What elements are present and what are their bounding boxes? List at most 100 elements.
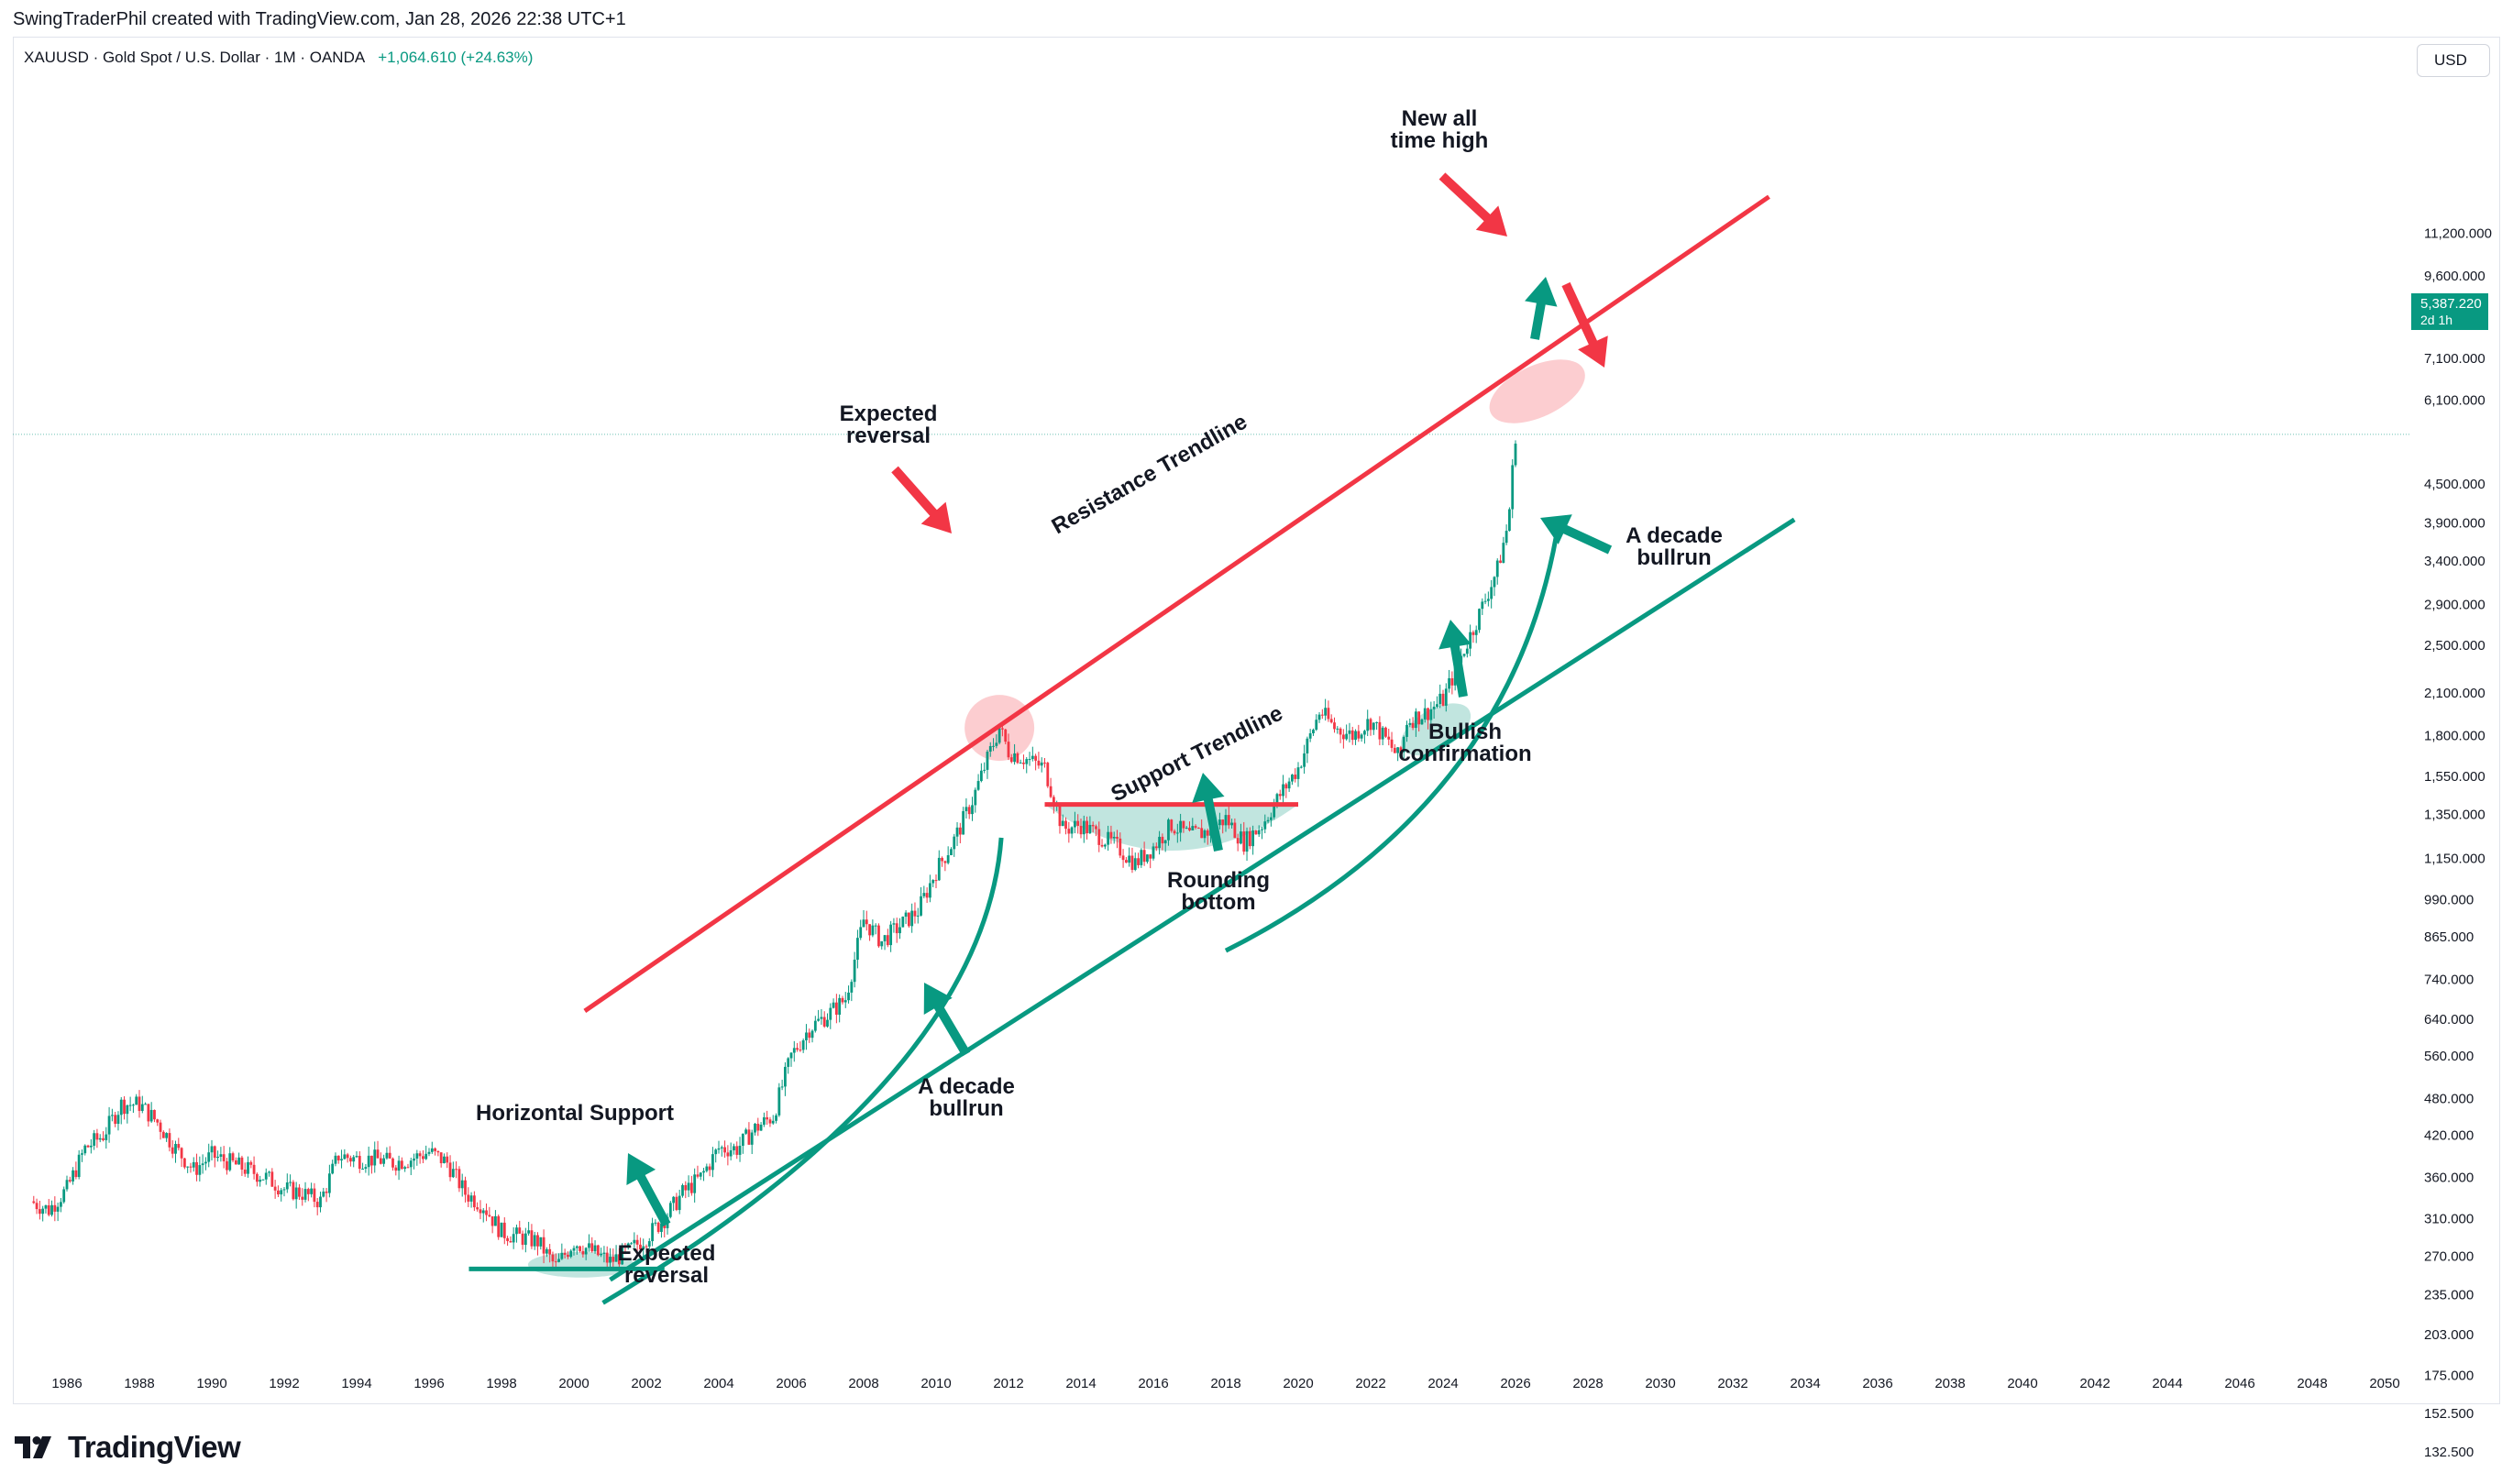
- candle: [958, 822, 962, 844]
- candle: [1240, 823, 1242, 845]
- candle: [880, 940, 884, 950]
- candle: [1327, 700, 1330, 722]
- candle: [1025, 757, 1029, 774]
- candle: [775, 1113, 777, 1124]
- candle: [588, 1234, 590, 1252]
- candle: [1263, 814, 1267, 834]
- candle: [1058, 803, 1062, 834]
- candle: [1504, 524, 1508, 545]
- y-tick-label: 132.500: [2424, 1445, 2474, 1460]
- candle: [838, 994, 842, 1023]
- candle: [759, 1122, 763, 1131]
- x-axis: 1986 1988 1990 1992 1994 1996 1998 2000 2002 2004…: [51, 1376, 2399, 1391]
- candle: [1088, 816, 1092, 834]
- candle: [343, 1149, 347, 1160]
- candle: [789, 1051, 793, 1067]
- candle: [213, 1145, 216, 1168]
- candle: [32, 1195, 36, 1204]
- candle: [832, 998, 835, 1009]
- candle: [1146, 854, 1149, 864]
- candle: [967, 804, 971, 819]
- candle: [1128, 847, 1131, 867]
- candle: [735, 1141, 739, 1160]
- candle: [1511, 459, 1515, 519]
- candle: [1474, 625, 1478, 643]
- y-tick-label: 420.000: [2424, 1127, 2474, 1143]
- candle: [243, 1162, 247, 1177]
- candle: [569, 1248, 573, 1259]
- candle: [352, 1155, 356, 1168]
- candle: [714, 1148, 718, 1163]
- candle: [1109, 825, 1113, 844]
- candle: [132, 1103, 135, 1113]
- candle: [1086, 816, 1088, 840]
- candle: [1483, 593, 1487, 605]
- candle: [895, 918, 898, 943]
- candle: [98, 1134, 102, 1143]
- candle: [512, 1226, 515, 1249]
- candle: [988, 742, 992, 757]
- candle: [306, 1187, 310, 1202]
- candle: [708, 1163, 711, 1177]
- rounding-bottom-line2: bottom: [1181, 890, 1255, 915]
- chart-pane[interactable]: [13, 37, 2500, 1404]
- candle: [672, 1195, 676, 1212]
- candle: [198, 1156, 202, 1182]
- candle: [1269, 812, 1273, 827]
- candle: [479, 1200, 482, 1220]
- candle: [174, 1140, 177, 1163]
- candle: [379, 1152, 382, 1165]
- candle: [149, 1102, 153, 1123]
- candle: [787, 1057, 790, 1074]
- candle: [1486, 591, 1490, 607]
- candle: [979, 763, 983, 783]
- candle: [336, 1155, 340, 1164]
- candle: [639, 1237, 642, 1251]
- candle: [907, 912, 910, 929]
- tradingview-logo[interactable]: TradingView: [15, 1430, 241, 1465]
- x-tick-label: 2022: [1355, 1376, 1385, 1391]
- x-tick-label: 2000: [558, 1376, 589, 1391]
- arrow-decade-mid: [923, 983, 971, 1057]
- candle: [497, 1214, 501, 1240]
- symbol-info: XAUUSD · Gold Spot / U.S. Dollar · 1M · …: [24, 49, 366, 66]
- candle: [192, 1157, 195, 1172]
- candle: [826, 1013, 829, 1028]
- candle: [1227, 806, 1230, 830]
- candle: [1448, 669, 1450, 693]
- candle: [545, 1247, 548, 1258]
- candle: [946, 846, 950, 865]
- candle: [1049, 777, 1053, 798]
- candle: [186, 1166, 190, 1173]
- candle: [62, 1186, 66, 1204]
- candle: [397, 1155, 401, 1181]
- candle: [237, 1152, 241, 1165]
- x-tick-label: 2028: [1572, 1376, 1603, 1391]
- candle: [651, 1217, 654, 1247]
- candle: [916, 907, 920, 924]
- candle: [910, 903, 914, 933]
- candle: [1405, 720, 1408, 742]
- candle: [89, 1138, 93, 1154]
- candle: [702, 1168, 705, 1182]
- currency-selector[interactable]: USD: [2417, 44, 2490, 77]
- candle: [1028, 752, 1031, 766]
- candle: [1218, 812, 1221, 830]
- candle: [68, 1176, 72, 1183]
- candle: [1103, 843, 1107, 850]
- candle: [847, 985, 850, 1004]
- trendlines: [468, 194, 1796, 1305]
- candle: [249, 1160, 253, 1169]
- candle: [358, 1150, 361, 1173]
- candle: [656, 1221, 660, 1234]
- candle: [443, 1153, 446, 1164]
- candle: [1345, 724, 1349, 741]
- candle: [418, 1150, 422, 1164]
- candle: [754, 1122, 756, 1136]
- candle: [859, 919, 863, 940]
- candle: [1163, 840, 1167, 852]
- candle: [1161, 833, 1164, 851]
- candle: [361, 1162, 364, 1171]
- candle: [518, 1220, 522, 1235]
- candle: [1320, 709, 1324, 720]
